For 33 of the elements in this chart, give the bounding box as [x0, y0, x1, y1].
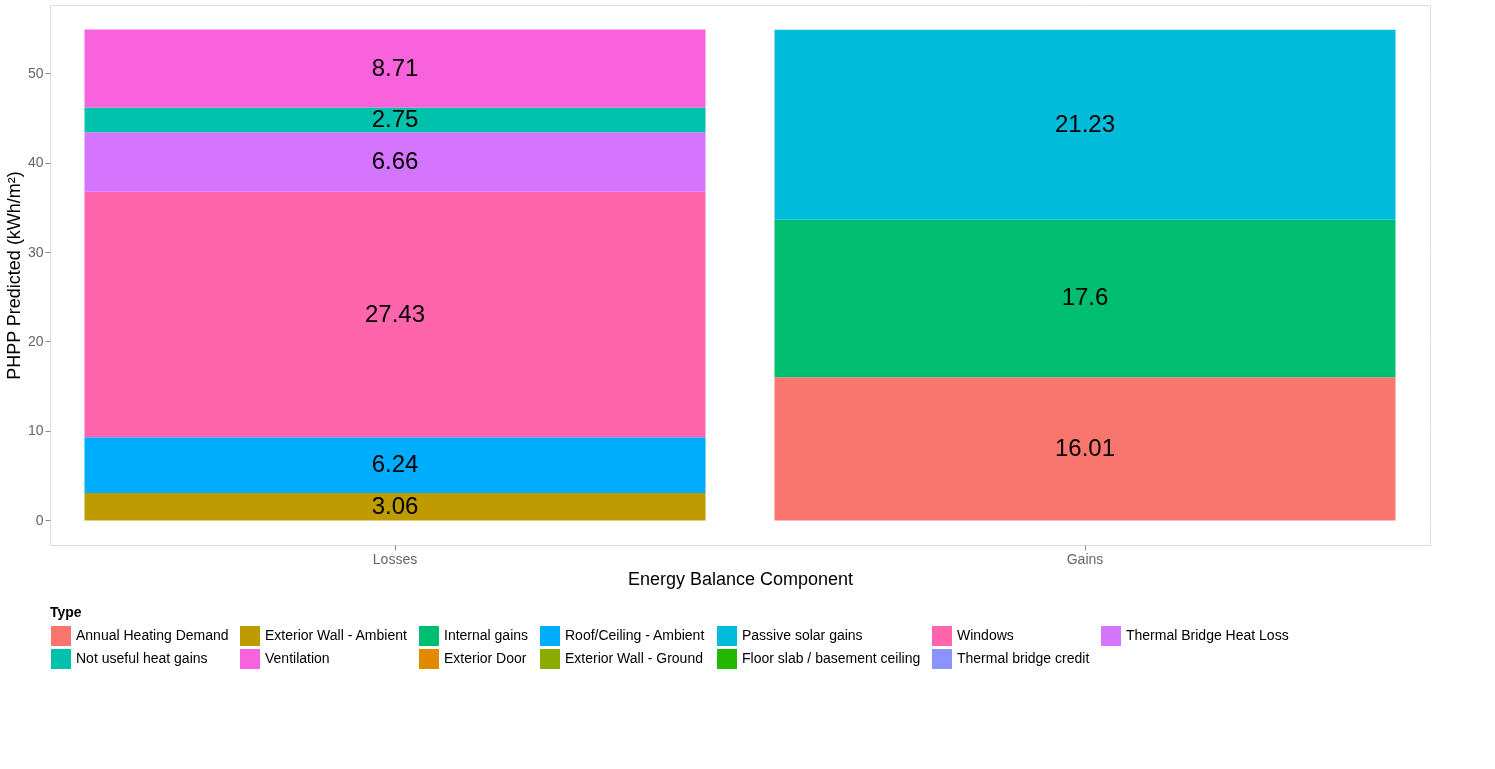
data-label: 3.06	[371, 491, 419, 519]
y-tick-label: 50	[27, 64, 44, 81]
data-label: 17.6	[1061, 283, 1109, 311]
y-tick-label: 30	[27, 243, 44, 260]
x-tick-label: Losses	[372, 550, 418, 567]
legend-label: Not useful heat gains	[76, 650, 208, 666]
legend-label: Exterior Door	[444, 650, 527, 666]
legend-label: Annual Heating Demand	[76, 627, 229, 643]
y-tick-label: 20	[27, 332, 44, 349]
legend-label: Thermal Bridge Heat Loss	[1126, 627, 1289, 643]
legend-label: Floor slab / basement ceiling	[742, 650, 921, 666]
y-tick-label: 10	[27, 422, 44, 439]
legend-label: Windows	[957, 627, 1014, 643]
data-label: 2.75	[371, 104, 419, 132]
legend-label: Internal gains	[444, 627, 529, 643]
y-tick-label: 0	[35, 511, 44, 528]
data-label: 6.24	[371, 450, 419, 478]
x-axis-title: Energy Balance Component	[627, 568, 854, 589]
legend-label: Ventilation	[265, 650, 330, 666]
legend-label: Roof/Ceiling - Ambient	[565, 627, 705, 643]
legend-label: Exterior Wall - Ambient	[265, 627, 407, 643]
data-label: 21.23	[1054, 109, 1116, 137]
legend-label: Passive solar gains	[742, 627, 863, 643]
data-label: 6.66	[371, 146, 419, 174]
legend-title: Type	[50, 604, 82, 620]
y-tick-label: 40	[27, 154, 44, 171]
data-label: 27.43	[364, 299, 426, 327]
data-label: 16.01	[1054, 433, 1116, 461]
y-axis-title: PHPP Predicted (kWh/m²)	[3, 171, 24, 380]
legend-label: Exterior Wall - Ground	[565, 650, 703, 666]
legend-label: Thermal bridge credit	[957, 650, 1090, 666]
x-tick-label: Gains	[1066, 550, 1104, 567]
data-label: 8.71	[371, 53, 419, 81]
